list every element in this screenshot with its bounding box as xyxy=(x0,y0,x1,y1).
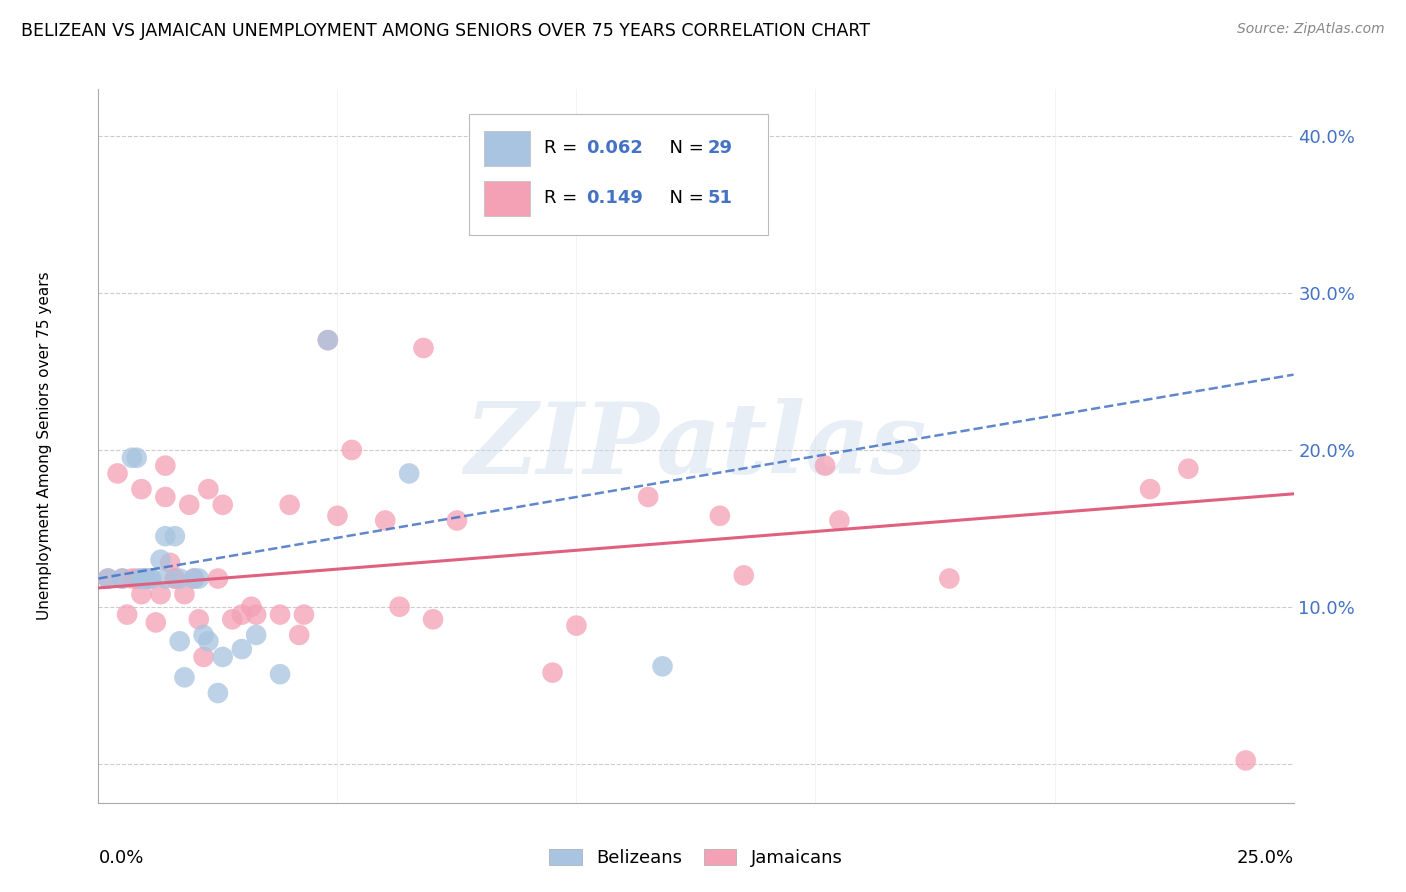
Point xyxy=(221,612,243,626)
Text: ZIPatlas: ZIPatlas xyxy=(465,398,927,494)
Point xyxy=(173,587,195,601)
Point xyxy=(651,659,673,673)
Point xyxy=(139,572,162,586)
Point xyxy=(1139,482,1161,496)
Point xyxy=(131,572,153,586)
Point xyxy=(183,572,205,586)
Text: Unemployment Among Seniors over 75 years: Unemployment Among Seniors over 75 years xyxy=(37,272,52,620)
Point xyxy=(155,572,177,586)
Text: 29: 29 xyxy=(709,139,733,157)
Point xyxy=(316,333,339,347)
Point xyxy=(446,514,468,528)
Point xyxy=(169,634,191,648)
Point xyxy=(211,649,233,664)
Point xyxy=(245,628,267,642)
Text: BELIZEAN VS JAMAICAN UNEMPLOYMENT AMONG SENIORS OVER 75 YEARS CORRELATION CHART: BELIZEAN VS JAMAICAN UNEMPLOYMENT AMONG … xyxy=(21,22,870,40)
Point xyxy=(111,572,134,586)
Point xyxy=(121,450,143,465)
Point xyxy=(145,615,167,630)
Point xyxy=(135,572,157,586)
Point xyxy=(125,450,148,465)
Point xyxy=(193,649,215,664)
Point xyxy=(269,607,291,622)
Point xyxy=(115,607,138,622)
Point xyxy=(131,482,153,496)
Point xyxy=(207,686,229,700)
Point xyxy=(269,667,291,681)
Point xyxy=(733,568,755,582)
Point xyxy=(211,498,233,512)
FancyBboxPatch shape xyxy=(485,180,530,216)
Point xyxy=(193,628,215,642)
Point xyxy=(155,529,177,543)
Point xyxy=(187,572,209,586)
Point xyxy=(183,572,205,586)
Point xyxy=(197,482,219,496)
Point xyxy=(125,572,148,586)
FancyBboxPatch shape xyxy=(485,130,530,166)
Point xyxy=(326,508,349,523)
Text: 0.0%: 0.0% xyxy=(98,849,143,867)
Text: Source: ZipAtlas.com: Source: ZipAtlas.com xyxy=(1237,22,1385,37)
Point xyxy=(1177,461,1199,475)
Point xyxy=(163,572,186,586)
Point xyxy=(121,572,143,586)
Point xyxy=(131,587,153,601)
Point xyxy=(107,467,129,481)
Text: 0.149: 0.149 xyxy=(586,189,643,207)
Point xyxy=(388,599,411,614)
Point xyxy=(149,552,172,566)
Point xyxy=(155,458,177,473)
Point xyxy=(422,612,444,626)
Point xyxy=(197,634,219,648)
Text: 0.062: 0.062 xyxy=(586,139,643,157)
Point xyxy=(231,607,253,622)
Point xyxy=(155,490,177,504)
Point xyxy=(412,341,434,355)
Point xyxy=(135,572,157,586)
Point xyxy=(149,587,172,601)
Point xyxy=(97,572,120,586)
Point xyxy=(245,607,267,622)
Point xyxy=(169,572,191,586)
Text: N =: N = xyxy=(658,189,709,207)
Point xyxy=(292,607,315,622)
FancyBboxPatch shape xyxy=(470,114,768,235)
Point xyxy=(240,599,263,614)
Text: 25.0%: 25.0% xyxy=(1236,849,1294,867)
Text: N =: N = xyxy=(658,139,709,157)
Point xyxy=(709,508,731,523)
Point xyxy=(179,498,201,512)
Text: 51: 51 xyxy=(709,189,733,207)
Point xyxy=(131,572,153,586)
Point xyxy=(187,612,209,626)
Point xyxy=(398,467,420,481)
Point xyxy=(159,556,181,570)
Point xyxy=(828,514,851,528)
Point xyxy=(1234,754,1257,768)
Point xyxy=(135,572,157,586)
Legend: Belizeans, Jamaicans: Belizeans, Jamaicans xyxy=(544,843,848,872)
Point xyxy=(340,442,363,457)
Point xyxy=(231,642,253,657)
Text: R =: R = xyxy=(544,189,583,207)
Point xyxy=(541,665,564,680)
Point xyxy=(814,458,837,473)
Point xyxy=(207,572,229,586)
Point xyxy=(163,572,186,586)
Point xyxy=(288,628,311,642)
Point xyxy=(139,572,162,586)
Point xyxy=(316,333,339,347)
Point xyxy=(637,490,659,504)
Point xyxy=(163,529,186,543)
Point xyxy=(565,618,588,632)
Point xyxy=(278,498,301,512)
Point xyxy=(173,670,195,684)
Point xyxy=(97,572,120,586)
Point xyxy=(938,572,960,586)
Point xyxy=(111,572,134,586)
Point xyxy=(374,514,396,528)
Text: R =: R = xyxy=(544,139,583,157)
